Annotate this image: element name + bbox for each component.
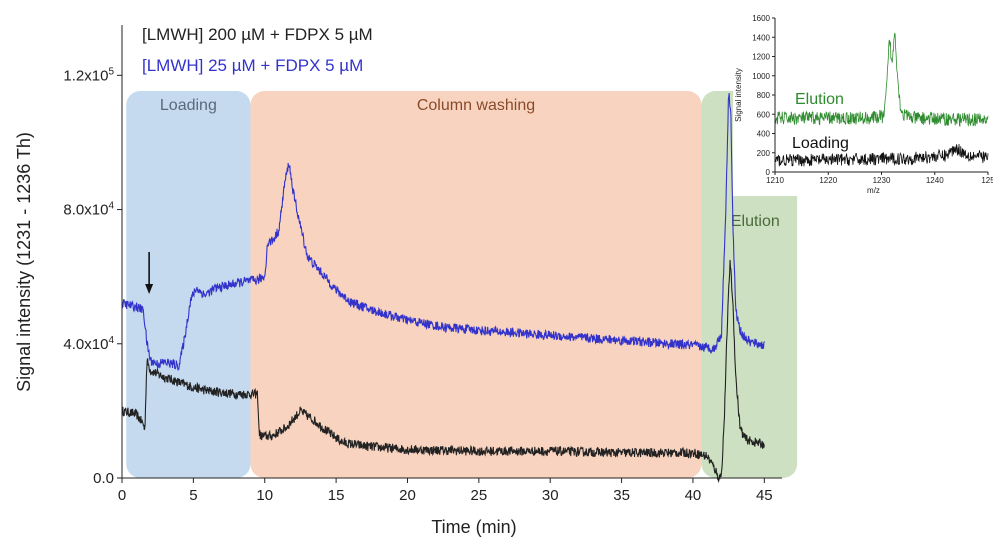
- x-tick-label: 25: [470, 487, 487, 504]
- injection-arrow-head: [145, 284, 154, 294]
- x-tick-label: 45: [756, 487, 773, 504]
- inset-x-tick-label: 125: [981, 176, 993, 185]
- x-tick-label: 10: [256, 487, 273, 504]
- x-tick-label: 0: [118, 487, 126, 504]
- region-column-washing: [250, 91, 702, 478]
- inset-y-tick-label: 1400: [752, 33, 770, 42]
- y-tick-mantissa: 8.0x10: [63, 202, 108, 219]
- y-axis-title: Signal intensity (1231 - 1236 Th): [14, 132, 34, 392]
- inset-x-tick-label: 1210: [766, 176, 784, 185]
- inset-series-label-elution: Elution: [795, 91, 844, 108]
- inset-y-tick-label: 0: [766, 168, 771, 177]
- region-label: Elution: [731, 213, 780, 230]
- phase-regions: Loading Column washing Elution: [126, 91, 798, 478]
- y-tick-mantissa: 0.0: [93, 470, 114, 487]
- inset-x-tick-label: 1230: [873, 176, 891, 185]
- y-tick-label: 4.0x104: [63, 335, 114, 353]
- x-tick-label: 20: [399, 487, 416, 504]
- x-tick-label: 15: [328, 487, 345, 504]
- legend-entry-0: [LMWH] 200 µM + FDPX 5 µM: [142, 25, 373, 44]
- main-plot-series: [121, 93, 765, 483]
- region-label: Loading: [160, 97, 217, 114]
- main-plot-axes: 0 5 10 15 20 25 30 35 40 450.04.0x1048.0x1041.2x1…: [14, 25, 782, 537]
- inset-y-tick-label: 1200: [752, 53, 770, 62]
- inset-x-axis-title: m/z: [867, 186, 880, 195]
- inset-y-tick-label: 200: [757, 149, 771, 158]
- inset-y-tick-label: 1000: [752, 72, 770, 81]
- y-tick-exponent: 4: [108, 201, 114, 212]
- inset-x-tick-label: 1240: [926, 176, 944, 185]
- x-tick-label: 5: [189, 487, 197, 504]
- inset-spectrum: 1210 1220 1230 1240 125020040060080010001200…: [733, 4, 993, 196]
- chart-legend: [LMWH] 200 µM + FDPX 5 µM [LMWH] 25 µM + …: [142, 25, 373, 75]
- x-axis-title: Time (min): [431, 517, 516, 537]
- inset-series-line-1: [774, 143, 989, 167]
- inset-x-tick-label: 1220: [819, 176, 837, 185]
- y-tick-mantissa: 4.0x10: [63, 336, 108, 353]
- y-tick-exponent: 5: [108, 66, 114, 77]
- series-line-0: [121, 259, 765, 483]
- y-tick-label: 0.0: [93, 470, 114, 487]
- inset-y-tick-label: 400: [757, 130, 771, 139]
- inset-y-tick-label: 800: [757, 91, 771, 100]
- y-tick-label: 1.2x105: [63, 66, 114, 84]
- inset-background: [733, 4, 991, 196]
- y-tick-label: 8.0x104: [63, 201, 114, 219]
- x-tick-label: 30: [542, 487, 559, 504]
- series-line-1: [121, 93, 765, 371]
- y-tick-mantissa: 1.2x10: [63, 67, 108, 84]
- inset-y-tick-label: 1600: [752, 14, 770, 23]
- inset-y-axis-title: Signal intensity: [734, 68, 743, 122]
- y-tick-exponent: 4: [108, 335, 114, 346]
- region-loading: [126, 91, 251, 478]
- x-tick-label: 35: [613, 487, 630, 504]
- x-tick-label: 40: [685, 487, 702, 504]
- legend-entry-1: [LMWH] 25 µM + FDPX 5 µM: [142, 56, 363, 75]
- inset-y-tick-label: 600: [757, 110, 771, 119]
- inset-series-line-0: [774, 32, 989, 127]
- inset-series-label-loading: Loading: [792, 135, 849, 152]
- region-label: Column washing: [417, 97, 535, 114]
